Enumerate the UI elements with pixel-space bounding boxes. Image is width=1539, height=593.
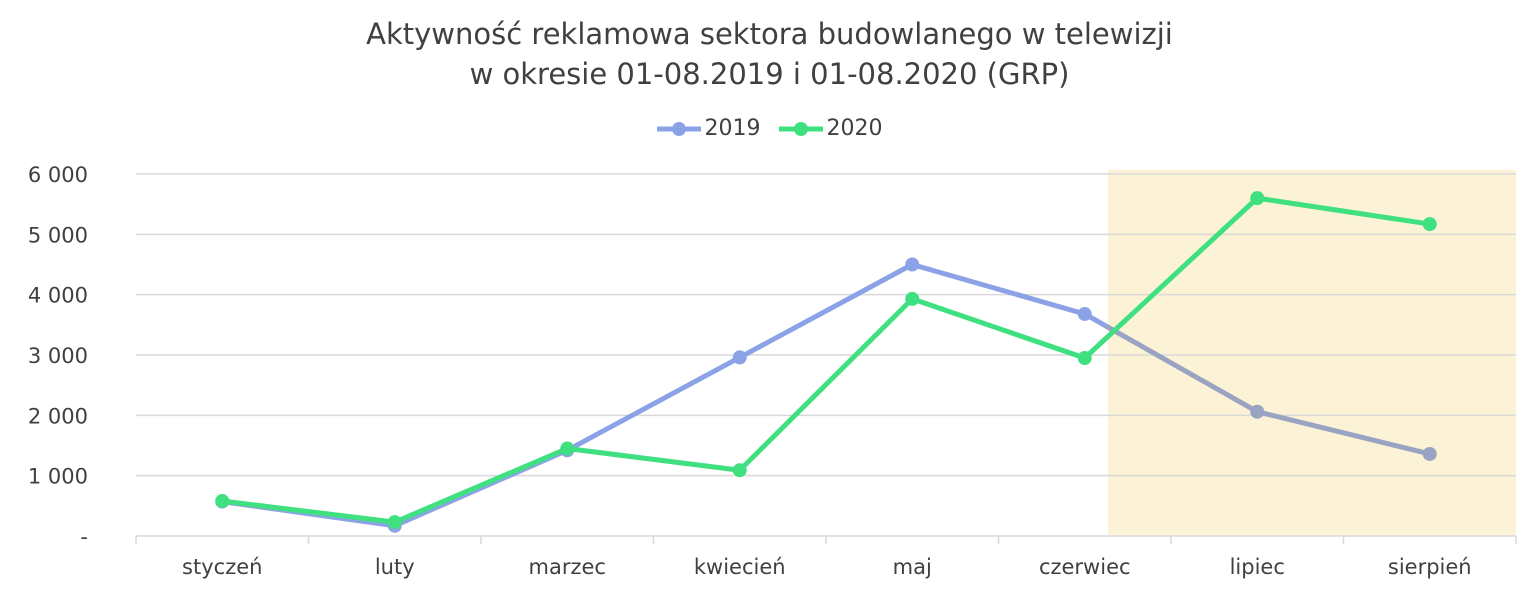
series-2020-segment bbox=[392, 446, 570, 525]
legend-swatch-2020 bbox=[778, 121, 823, 136]
series-2019-segment bbox=[1254, 409, 1433, 457]
chart-title: Aktywność reklamowa sektora budowlanego … bbox=[0, 14, 1539, 94]
series-2019-segment bbox=[564, 354, 743, 453]
y-tick-label: 1 000 bbox=[28, 465, 88, 489]
x-tick-label: czerwiec bbox=[1039, 555, 1131, 579]
series-2019-point bbox=[1077, 306, 1092, 321]
series-2019-point bbox=[905, 257, 920, 272]
x-tick-label: sierpień bbox=[1388, 555, 1472, 579]
series-2020-segment bbox=[219, 498, 398, 525]
series-2019-point bbox=[1422, 446, 1437, 461]
series-2020-point bbox=[1077, 351, 1092, 366]
series-2020-point bbox=[560, 441, 575, 456]
y-tick-label: 4 000 bbox=[28, 284, 88, 308]
series-2020-segment bbox=[737, 296, 915, 473]
series-2020-point bbox=[1422, 217, 1437, 232]
legend-item-2020[interactable]: 2020 bbox=[778, 116, 883, 141]
x-tick-label: kwiecień bbox=[694, 555, 786, 579]
legend-label-2020: 2020 bbox=[826, 116, 883, 141]
y-tick-label: 2 000 bbox=[28, 404, 88, 428]
legend: 2019 2020 bbox=[0, 116, 1539, 141]
series-2020-segment bbox=[564, 446, 743, 473]
x-tick-label: styczeń bbox=[182, 555, 262, 579]
y-tick-label: 3 000 bbox=[28, 344, 88, 368]
series-2019-segment bbox=[737, 262, 915, 360]
y-tick-label: 6 000 bbox=[28, 163, 88, 187]
series-2019-point bbox=[732, 350, 747, 365]
chart-title-line-1: Aktywność reklamowa sektora budowlanego … bbox=[366, 17, 1173, 51]
x-tick-label: marzec bbox=[529, 555, 606, 579]
x-tick-label: lipiec bbox=[1230, 555, 1285, 579]
legend-label-2019: 2019 bbox=[704, 116, 761, 141]
y-tick-label: 5 000 bbox=[28, 223, 88, 247]
series-2020-point bbox=[905, 291, 920, 306]
highlight-region bbox=[1108, 170, 1516, 536]
series-2019-point bbox=[1250, 404, 1265, 419]
chart-title-line-2: w okresie 01-08.2019 i 01-08.2020 (GRP) bbox=[469, 57, 1070, 91]
series-2020-segment bbox=[1082, 195, 1260, 361]
series-2019-segment bbox=[909, 262, 1088, 317]
y-tick-label: - bbox=[80, 525, 88, 549]
series-2020-point bbox=[1250, 191, 1265, 206]
legend-item-2019[interactable]: 2019 bbox=[656, 116, 761, 141]
series-2020-point bbox=[732, 463, 747, 478]
series-2020-segment bbox=[1254, 195, 1433, 227]
series-2020-segment bbox=[909, 296, 1088, 361]
series-2020-point bbox=[215, 494, 230, 509]
legend-swatch-2019 bbox=[656, 121, 701, 136]
x-tick-label: luty bbox=[375, 555, 415, 579]
series-2019-segment bbox=[1105, 324, 1260, 415]
series-2020-point bbox=[387, 515, 402, 530]
x-tick-label: maj bbox=[893, 555, 932, 579]
